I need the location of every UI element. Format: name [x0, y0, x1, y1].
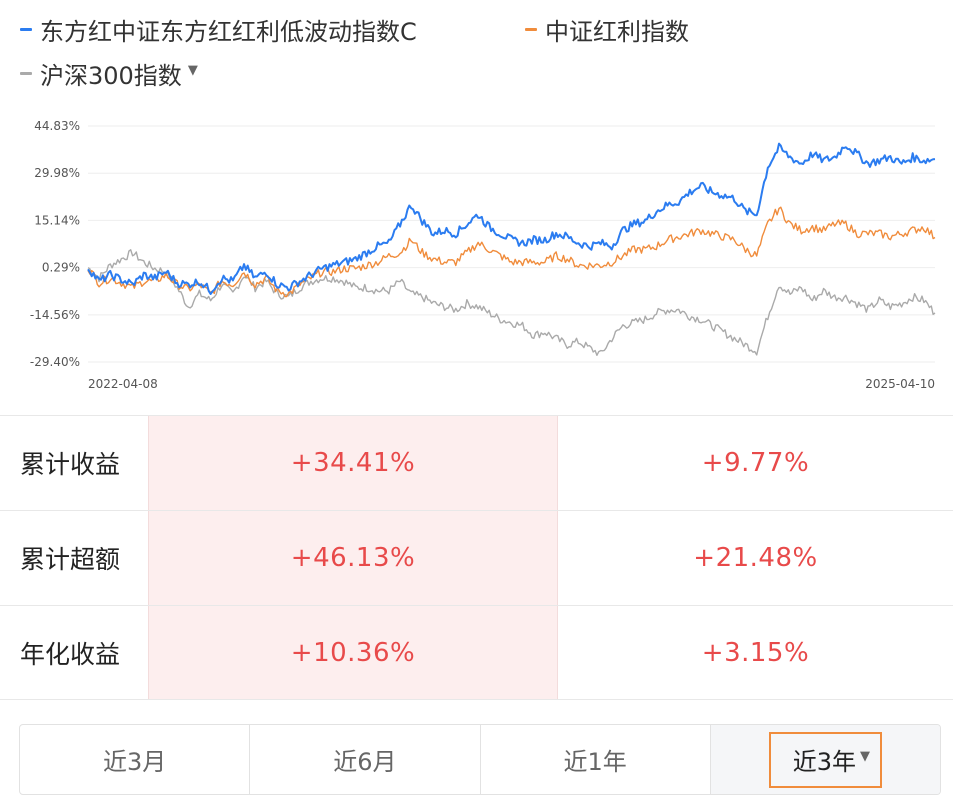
x-tick-label: 2022-04-08 [88, 377, 158, 391]
x-axis-labels: 2022-04-08 2025-04-10 [88, 377, 935, 391]
stat-label: 年化收益 [20, 639, 121, 669]
chart-grid [88, 125, 935, 363]
tab-label: 近3年 [792, 748, 857, 776]
legend-label-csi300: 沪深300指数 [40, 62, 182, 90]
tab-1-year[interactable]: 近1年 [481, 725, 711, 794]
y-tick-label: -14.56% [30, 308, 80, 322]
legend-label-dividend-index: 中证红利指数 [545, 18, 689, 46]
legend-swatch-dividend-index [525, 28, 537, 31]
y-tick-label: 29.98% [34, 166, 80, 180]
tab-label: 近1年 [563, 748, 627, 776]
tab-3-months[interactable]: 近3月 [20, 725, 251, 794]
stat-value-index: +3.15% [701, 637, 810, 668]
y-axis-labels: 44.83% 29.98% 15.14% 0.29% -14.56% -29.40% [30, 119, 80, 369]
stat-value-fund: +10.36% [148, 606, 558, 699]
tab-6-months[interactable]: 近6月 [250, 725, 481, 794]
stat-row-annualized-return: 年化收益 +10.36% +3.15% [0, 605, 953, 700]
legend-item-dividend-index[interactable]: 中证红利指数 [525, 12, 689, 47]
stat-value-index: +21.48% [693, 543, 818, 573]
stat-value-fund: +34.41% [148, 416, 558, 510]
y-tick-label: -29.40% [30, 355, 80, 369]
y-tick-label: 0.29% [42, 261, 80, 275]
stat-value-index: +9.77% [701, 448, 810, 478]
stats-table: 累计收益 +34.41% +9.77% 累计超额 +46.13% +21.48%… [0, 415, 953, 700]
stat-row-cumulative-excess: 累计超额 +46.13% +21.48% [0, 510, 953, 605]
y-tick-label: 15.14% [34, 213, 80, 227]
benchmark-selector[interactable]: 沪深300指数 ▼ [20, 56, 198, 91]
chart-series [87, 142, 936, 356]
legend-swatch-csi300 [20, 72, 32, 75]
series-line-0 [87, 142, 936, 295]
tab-3-years[interactable]: 近3年 ▼ [710, 725, 940, 794]
tab-3-years-dropdown[interactable]: 近3年 ▼ [768, 731, 883, 788]
caret-down-icon: ▼ [860, 749, 871, 764]
legend-item-fund[interactable]: 东方红中证东方红红利低波动指数C [20, 12, 417, 47]
y-tick-label: 44.83% [34, 119, 80, 133]
legend-label-fund: 东方红中证东方红红利低波动指数C [40, 18, 417, 46]
tab-label: 近3月 [102, 748, 167, 776]
stat-row-cumulative-return: 累计收益 +34.41% +9.77% [0, 415, 953, 510]
performance-line-chart: 44.83% 29.98% 15.14% 0.29% -14.56% -29.40% 20… [30, 119, 936, 391]
caret-down-icon: ▼ [187, 63, 198, 78]
stat-label: 累计超额 [20, 545, 121, 574]
series-line-2 [87, 249, 936, 356]
tab-label: 近6月 [333, 748, 397, 776]
stat-value-fund: +46.13% [148, 511, 558, 605]
period-tabs: 近3月 近6月 近1年 近3年 ▼ [19, 724, 941, 795]
legend-swatch-fund [20, 28, 32, 31]
series-line-1 [87, 206, 936, 298]
stat-label: 累计收益 [20, 450, 121, 479]
x-tick-label: 2025-04-10 [865, 377, 935, 391]
